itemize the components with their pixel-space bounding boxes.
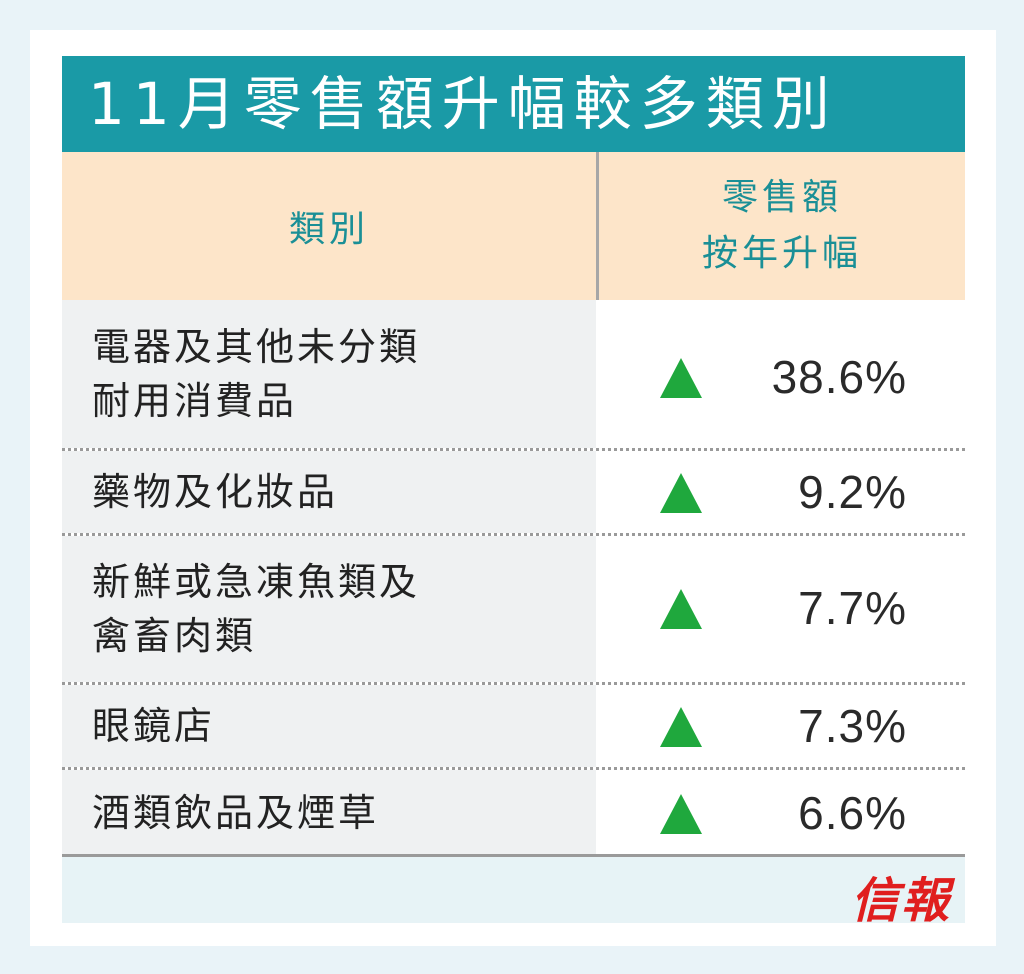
header-value-line2: 按年升幅 [701, 233, 862, 274]
row-divider [62, 448, 965, 451]
header-value-line1: 零售額 [721, 177, 842, 218]
category-cell: 電器及其他未分類 耐用消費品 [62, 300, 596, 448]
value-label: 7.3% [798, 700, 907, 752]
value-cell: 7.7% [596, 536, 965, 682]
table-row: 藥物及化妝品 9.2% [62, 451, 965, 533]
value-cell: 38.6% [596, 300, 965, 448]
value-label: 6.6% [798, 787, 907, 839]
category-label: 耐用消費品 [92, 379, 298, 423]
category-cell: 新鮮或急凍魚類及 禽畜肉類 [62, 536, 596, 682]
value-label: 9.2% [798, 466, 907, 518]
category-cell: 酒類飲品及煙草 [62, 770, 596, 855]
value-cell: 9.2% [596, 451, 965, 533]
footer-rule [62, 854, 965, 857]
up-triangle-icon [660, 473, 702, 513]
category-label: 新鮮或急凍魚類及 [92, 560, 421, 604]
table-row: 新鮮或急凍魚類及 禽畜肉類 7.7% [62, 536, 965, 682]
up-triangle-icon [660, 358, 702, 398]
value-label: 7.7% [798, 582, 907, 634]
up-triangle-icon [660, 589, 702, 629]
header-category: 類別 [288, 209, 369, 250]
table-header: 類別 零售額 按年升幅 [62, 152, 965, 300]
category-label: 電器及其他未分類 [92, 325, 421, 369]
category-label: 眼鏡店 [92, 704, 216, 748]
category-cell: 藥物及化妝品 [62, 451, 596, 533]
header-value: 零售額 按年升幅 [599, 152, 965, 300]
table-body: 電器及其他未分類 耐用消費品 38.6% 藥物及化妝品 9.2% 新鮮或急凍魚類… [62, 300, 965, 855]
row-divider [62, 767, 965, 770]
row-divider [62, 533, 965, 536]
row-divider [62, 682, 965, 685]
table-row: 眼鏡店 7.3% [62, 685, 965, 767]
brand-logo: 信報 [850, 873, 951, 929]
category-label: 酒類飲品及煙草 [92, 790, 380, 835]
category-cell: 眼鏡店 [62, 685, 596, 767]
footer: 信報 [62, 857, 965, 929]
table-row: 電器及其他未分類 耐用消費品 38.6% [62, 300, 965, 448]
up-triangle-icon [660, 707, 702, 747]
category-label: 藥物及化妝品 [92, 470, 339, 514]
value-cell: 7.3% [596, 685, 965, 767]
header-divider [596, 152, 599, 300]
category-label: 禽畜肉類 [92, 614, 257, 658]
table-row: 酒類飲品及煙草 6.6% [62, 770, 965, 855]
chart-title: 11月零售額升幅較多類別 [62, 56, 965, 152]
up-triangle-icon [660, 794, 702, 834]
value-label: 38.6% [771, 351, 907, 403]
value-cell: 6.6% [596, 770, 965, 855]
